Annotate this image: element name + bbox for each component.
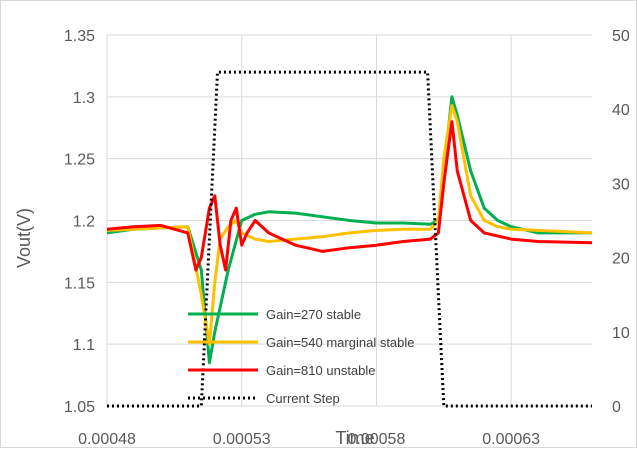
y-tick-label: 1.2 [73,214,95,231]
legend: Gain=270 stable Gain=540 marginal stable G… [188,307,415,406]
grid [106,34,592,407]
y2-tick-label: 0 [612,399,621,416]
x-tick-label: 0.00063 [482,431,540,448]
y2-tick-label: 50 [612,28,630,45]
series-line-3 [106,120,593,272]
y2-tick-label: 20 [612,251,630,268]
y-tick-label: 1.3 [73,90,95,107]
x-axis-label: Time [335,428,374,448]
y-tick-label: 1.35 [64,28,95,45]
series-line-2 [106,104,593,346]
y2-tick-label: 40 [612,102,630,119]
legend-label-4: Current Step [266,391,340,406]
y-tick-label: 1.15 [64,275,95,292]
y-axis-label: Vout(V) [14,208,34,268]
legend-label-3: Gain=810 unstable [266,363,376,378]
series [106,70,593,408]
legend-label-1: Gain=270 stable [266,307,361,322]
x-tick-label: 0.00048 [78,431,136,448]
y2-tick-label: 10 [612,325,630,342]
y2-tick-label: 30 [612,176,630,193]
y-tick-label: 1.25 [64,152,95,169]
y-tick-label: 1.1 [73,337,95,354]
y-tick-label: 1.05 [64,399,95,416]
axes: 1.05 1.1 1.15 1.2 1.25 1.3 1.35 0.00048 0.00053 0… [64,28,630,448]
x-tick-label: 0.00058 [348,431,406,448]
x-tick-label: 0.00053 [213,431,271,448]
legend-label-2: Gain=540 marginal stable [266,335,415,350]
